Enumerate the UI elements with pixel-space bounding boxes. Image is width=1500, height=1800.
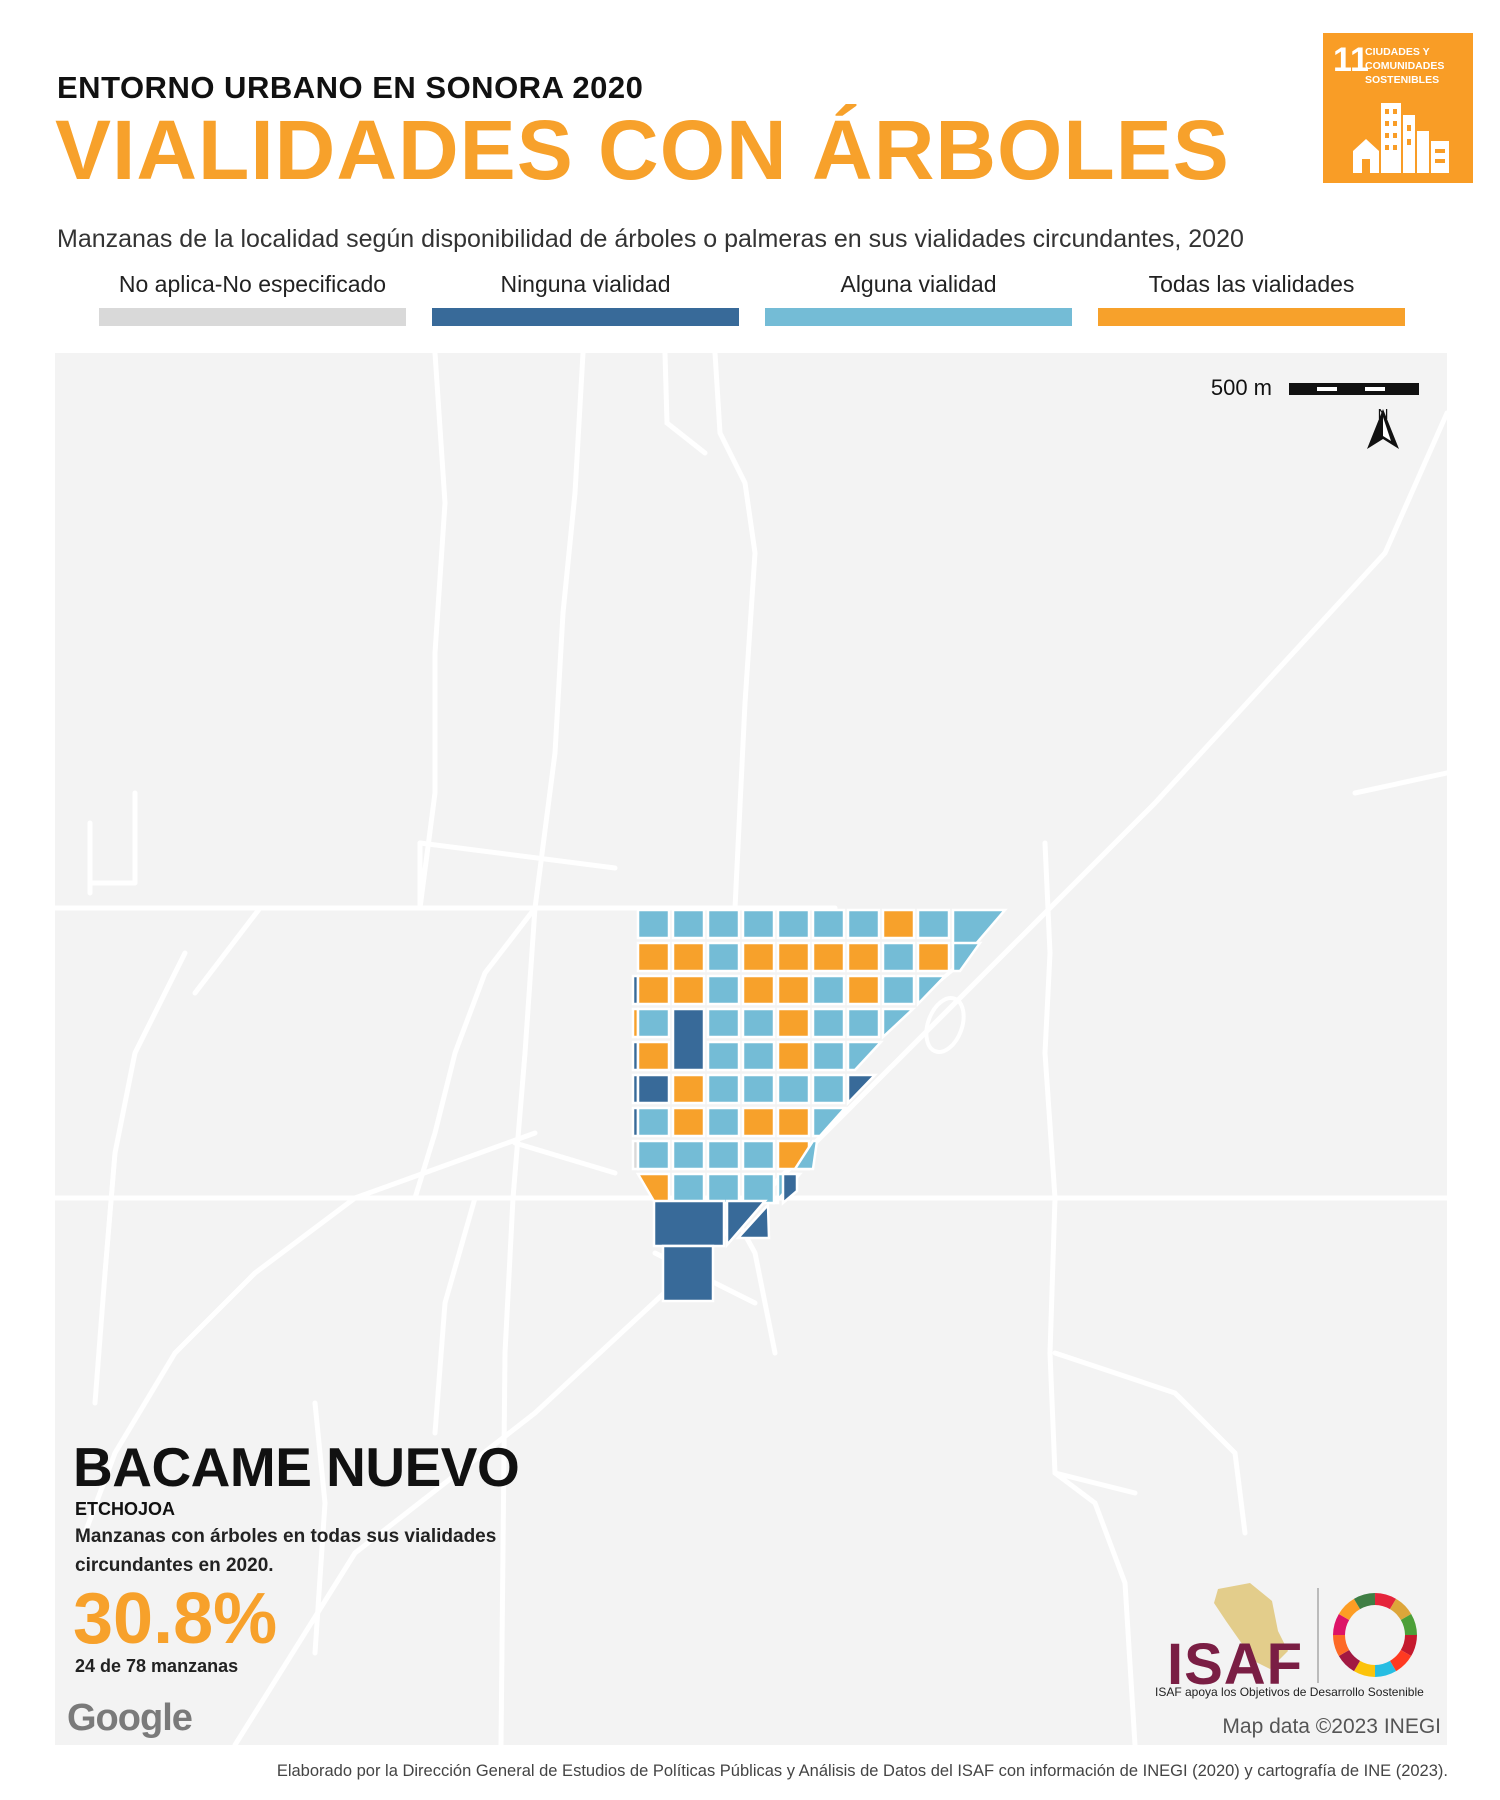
supertitle: ENTORNO URBANO EN SONORA 2020: [57, 70, 644, 105]
isaf-logo: ISAF: [1167, 1632, 1304, 1697]
sonora-state-shape-icon: [1214, 1583, 1288, 1669]
scale-label: 500 m: [1210, 375, 1272, 400]
page-title: VIALIDADES CON ÁRBOLES: [55, 103, 1230, 197]
legend-label: No aplica-No especificado: [118, 271, 387, 297]
sdg-11-badge: 11 CIUDADES Y COMUNIDADES SOSTENIBLES: [1323, 33, 1473, 183]
isaf-tagline: ISAF apoya los Objetivos de Desarrollo S…: [1155, 1685, 1424, 1699]
legend-swatch: [765, 308, 1072, 326]
google-logo: Google: [67, 1697, 193, 1739]
logo-divider: [1317, 1588, 1319, 1683]
legend-swatch: [99, 308, 406, 326]
sdg-wheel-icon: [1333, 1593, 1417, 1677]
sdg-number: 11: [1333, 41, 1369, 79]
north-arrow-icon: N: [1361, 407, 1405, 469]
city-buildings-icon: [1353, 103, 1449, 173]
map-panel[interactable]: 500 m N BACAME NUEVO ETCHOJOA Manzanas c…: [55, 353, 1447, 1745]
source-credit: Elaborado por la Dirección General de Es…: [276, 1762, 1448, 1780]
legend-swatch: [1098, 308, 1405, 326]
road-network: [55, 353, 1447, 1745]
legend-swatch: [432, 308, 739, 326]
sdg-label: CIUDADES Y COMUNIDADES SOSTENIBLES: [1365, 46, 1445, 87]
municipality-name: ETCHOJOA: [75, 1499, 176, 1519]
map-attribution: Map data ©2023 INEGI: [1222, 1715, 1441, 1738]
place-name: BACAME NUEVO: [73, 1436, 520, 1498]
legend-item-ninguna: Ninguna vialidad: [432, 268, 739, 326]
block-grid: [631, 908, 1008, 1303]
subtitle: Manzanas de la localidad según disponibi…: [57, 225, 1244, 253]
legend-label: Alguna vialidad: [840, 271, 997, 297]
legend-label: Ninguna vialidad: [500, 271, 671, 297]
legend-item-todas: Todas las vialidades: [1098, 268, 1405, 326]
legend-label: Todas las vialidades: [1148, 271, 1355, 297]
kpi-count: 24 de 78 manzanas: [75, 1656, 239, 1676]
scale-bar: [1289, 383, 1419, 395]
kpi-value: 30.8%: [73, 1579, 278, 1659]
legend-item-alguna: Alguna vialidad: [765, 268, 1072, 326]
kpi-description: Manzanas con árboles en todas sus vialid…: [75, 1526, 497, 1576]
legend-item-no-aplica: No aplica-No especificado: [99, 268, 406, 326]
